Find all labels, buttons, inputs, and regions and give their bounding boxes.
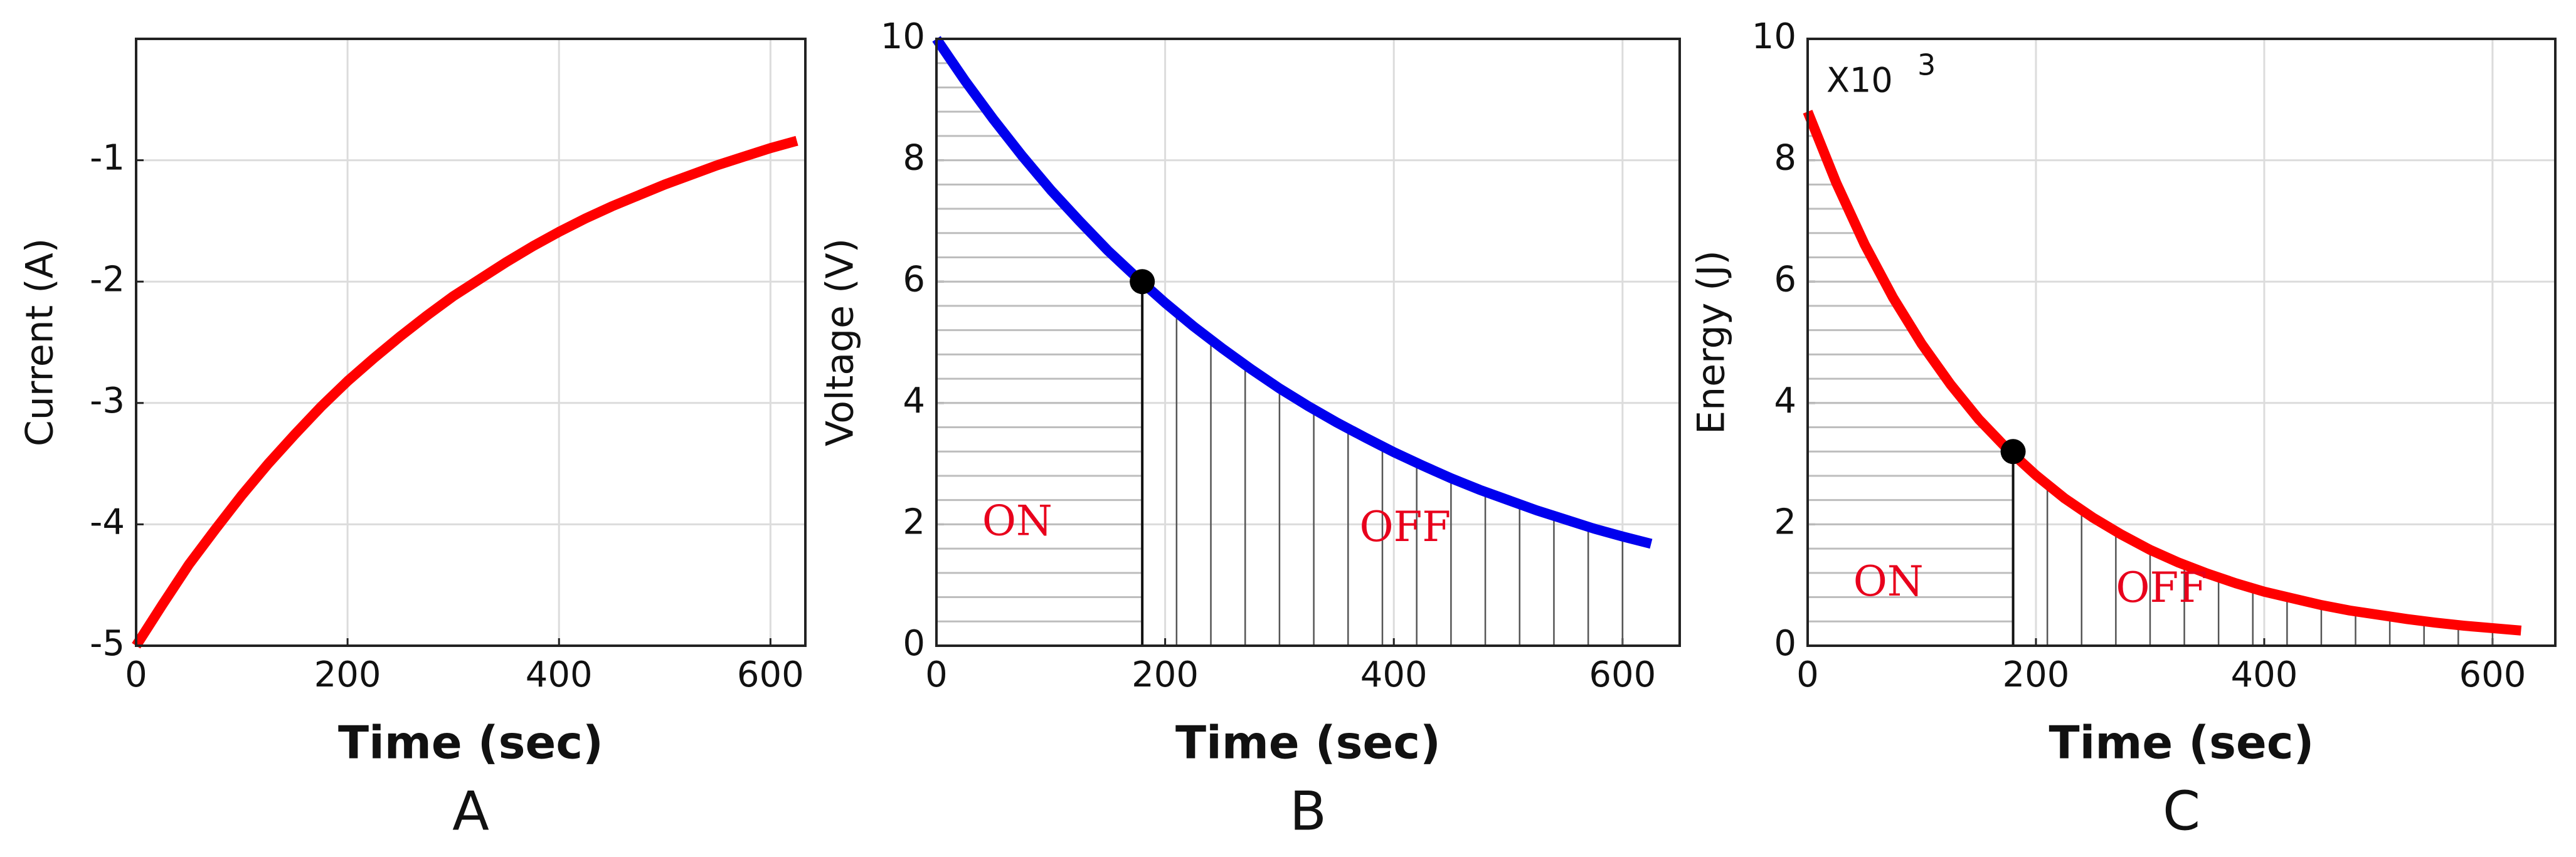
x-axis-label: Time (sec) — [338, 717, 603, 769]
multiplier-base: X10 — [1826, 61, 1893, 100]
x-axis-label: Time (sec) — [2049, 717, 2314, 769]
x-tick-label: 400 — [1360, 655, 1428, 695]
y-tick-label: 4 — [903, 381, 925, 421]
panel-label: B — [1290, 780, 1327, 843]
curve — [132, 135, 798, 649]
y-tick-label: -1 — [90, 138, 125, 179]
multiplier-exponent: 3 — [1917, 48, 1936, 82]
y-axis-label: Voltage (V) — [819, 238, 862, 446]
y-tick-label: -3 — [90, 381, 125, 421]
plot-background — [936, 39, 1680, 646]
curve — [932, 36, 1653, 549]
y-tick-label: 6 — [903, 259, 925, 300]
annotation: ON — [1853, 557, 1924, 606]
curve — [1803, 110, 2522, 636]
y-axis-label: Current (A) — [18, 238, 62, 446]
x-tick-label: 600 — [1589, 655, 1656, 695]
y-tick-label: 0 — [1774, 623, 1796, 664]
x-tick-label: 0 — [925, 655, 948, 695]
x-tick-label: 400 — [526, 655, 593, 695]
x-tick-label: 200 — [1132, 655, 1199, 695]
y-tick-label: 0 — [903, 623, 925, 664]
y-tick-label: -4 — [90, 502, 125, 543]
panel-label: C — [2163, 780, 2200, 843]
plot-frame — [1806, 38, 2557, 647]
annotation: ON — [982, 497, 1052, 545]
x-tick-label: 600 — [737, 655, 804, 695]
switch-point — [2000, 439, 2026, 465]
plot-frame — [135, 38, 807, 647]
plot-background — [136, 39, 805, 646]
y-tick-label: 6 — [1774, 259, 1796, 300]
x-axis-label: Time (sec) — [1175, 717, 1441, 769]
y-tick-label: 2 — [1774, 502, 1796, 543]
x-tick-label: 0 — [1796, 655, 1819, 695]
x-tick-label: 200 — [314, 655, 381, 695]
annotation: OFF — [2116, 564, 2207, 612]
x-tick-label: 200 — [2003, 655, 2070, 695]
y-tick-label: 10 — [881, 16, 925, 57]
x-tick-label: 0 — [125, 655, 147, 695]
annotation: OFF — [1360, 503, 1451, 551]
plot-background — [1808, 39, 2555, 646]
panel-label: A — [452, 780, 489, 843]
switch-point — [1130, 269, 1155, 295]
x-tick-label: 600 — [2459, 655, 2526, 695]
x-tick-label: 400 — [2230, 655, 2298, 695]
y-tick-label: -2 — [90, 259, 125, 300]
y-tick-label: -5 — [90, 623, 125, 664]
y-tick-label: 2 — [903, 502, 925, 543]
plot-frame — [935, 38, 1681, 647]
y-tick-label: 8 — [903, 138, 925, 179]
y-tick-label: 8 — [1774, 138, 1796, 179]
y-tick-label: 10 — [1752, 16, 1796, 57]
y-tick-label: 4 — [1774, 381, 1796, 421]
y-axis-label: Energy (J) — [1690, 250, 1734, 434]
